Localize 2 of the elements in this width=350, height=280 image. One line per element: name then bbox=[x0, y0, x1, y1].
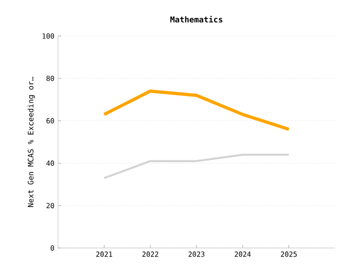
chart-title: Mathematics bbox=[170, 16, 222, 22]
line-series bbox=[102, 90, 290, 131]
